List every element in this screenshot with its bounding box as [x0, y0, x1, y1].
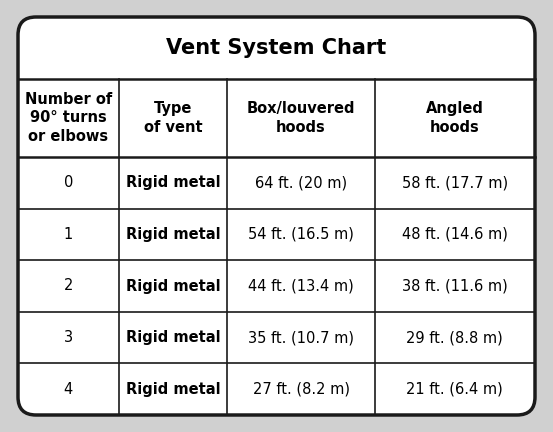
Text: 48 ft. (14.6 m): 48 ft. (14.6 m)	[402, 227, 508, 242]
Text: 35 ft. (10.7 m): 35 ft. (10.7 m)	[248, 330, 354, 345]
Text: 29 ft. (8.8 m): 29 ft. (8.8 m)	[406, 330, 503, 345]
Text: Rigid metal: Rigid metal	[126, 279, 221, 293]
Text: Vent System Chart: Vent System Chart	[166, 38, 387, 58]
Text: Rigid metal: Rigid metal	[126, 175, 221, 191]
Text: 0: 0	[64, 175, 73, 191]
Text: 21 ft. (6.4 m): 21 ft. (6.4 m)	[406, 382, 503, 397]
Text: 54 ft. (16.5 m): 54 ft. (16.5 m)	[248, 227, 354, 242]
Text: Type
of vent: Type of vent	[144, 101, 202, 135]
Text: 38 ft. (11.6 m): 38 ft. (11.6 m)	[402, 279, 508, 293]
Text: 27 ft. (8.2 m): 27 ft. (8.2 m)	[253, 382, 349, 397]
Text: Rigid metal: Rigid metal	[126, 382, 221, 397]
Text: Angled
hoods: Angled hoods	[426, 101, 484, 135]
Text: Number of
90° turns
or elbows: Number of 90° turns or elbows	[25, 92, 112, 144]
Text: 64 ft. (20 m): 64 ft. (20 m)	[255, 175, 347, 191]
Text: 3: 3	[64, 330, 73, 345]
Text: Rigid metal: Rigid metal	[126, 330, 221, 345]
Text: 44 ft. (13.4 m): 44 ft. (13.4 m)	[248, 279, 354, 293]
Text: 4: 4	[64, 382, 73, 397]
Text: Rigid metal: Rigid metal	[126, 227, 221, 242]
FancyBboxPatch shape	[18, 17, 535, 415]
Text: 2: 2	[64, 279, 73, 293]
Text: 1: 1	[64, 227, 73, 242]
Text: 58 ft. (17.7 m): 58 ft. (17.7 m)	[402, 175, 508, 191]
Text: Box/louvered
hoods: Box/louvered hoods	[247, 101, 356, 135]
